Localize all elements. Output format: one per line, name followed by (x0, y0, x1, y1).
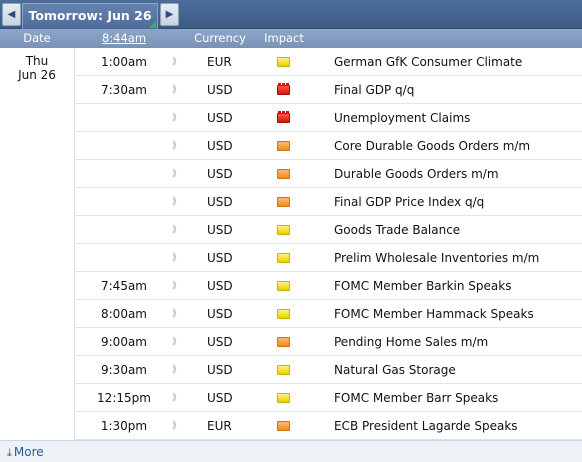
event-currency: USD (207, 307, 233, 321)
event-row[interactable]: ⟫ USD Unemployment Claims (75, 104, 582, 132)
event-title[interactable]: Goods Trade Balance (334, 223, 461, 237)
event-currency: USD (207, 139, 233, 153)
event-row[interactable]: ⟫ USD Durable Goods Orders m/m (75, 160, 582, 188)
event-row[interactable]: 12:15pm ⟫ USD FOMC Member Barr Speaks (75, 384, 582, 412)
yellow-impact-icon (277, 309, 290, 319)
day-tab-label: Tomorrow: Jun 26 (28, 8, 152, 23)
day-tab: Tomorrow: Jun 26 (22, 3, 158, 29)
alarm-icon[interactable]: ⟫ (172, 281, 178, 291)
event-currency: USD (207, 363, 233, 377)
event-currency: USD (207, 391, 233, 405)
alarm-icon[interactable]: ⟫ (172, 85, 178, 95)
event-title[interactable]: FOMC Member Barkin Speaks (334, 279, 512, 293)
current-day-marker-icon (149, 21, 156, 28)
event-row[interactable]: 9:30am ⟫ USD Natural Gas Storage (75, 356, 582, 384)
next-day-button[interactable]: ▶ (160, 3, 179, 26)
alarm-icon[interactable]: ⟫ (172, 113, 178, 123)
alarm-icon[interactable]: ⟫ (172, 337, 178, 347)
red-impact-icon (277, 111, 290, 123)
event-list: 1:00am ⟫ EUR German GfK Consumer Climate 7:3… (75, 48, 582, 440)
alarm-icon[interactable]: ⟫ (172, 393, 178, 403)
event-title[interactable]: Prelim Wholesale Inventories m/m (334, 251, 540, 265)
alarm-icon[interactable]: ⟫ (172, 253, 178, 263)
orange-impact-icon (277, 421, 290, 431)
yellow-impact-icon (277, 365, 290, 375)
event-title[interactable]: Final GDP Price Index q/q (334, 195, 485, 209)
event-currency: EUR (207, 419, 232, 433)
event-time: 7:30am (101, 83, 147, 97)
event-time: 9:00am (101, 335, 147, 349)
download-arrow-icon: ⤓ (7, 446, 12, 459)
event-title[interactable]: Final GDP q/q (334, 83, 415, 97)
event-row[interactable]: ⟫ USD Goods Trade Balance (75, 216, 582, 244)
yellow-impact-icon (277, 281, 290, 291)
event-title[interactable]: FOMC Member Hammack Speaks (334, 307, 534, 321)
yellow-impact-icon (277, 253, 290, 263)
date-day: Jun 26 (18, 68, 56, 82)
alarm-icon[interactable]: ⟫ (172, 169, 178, 179)
calendar-footer: ⤓ More (0, 440, 582, 462)
event-title[interactable]: Unemployment Claims (334, 111, 471, 125)
event-row[interactable]: 7:45am ⟫ USD FOMC Member Barkin Speaks (75, 272, 582, 300)
event-time: 7:45am (101, 279, 147, 293)
orange-impact-icon (277, 337, 290, 347)
alarm-icon[interactable]: ⟫ (172, 309, 178, 319)
alarm-icon[interactable]: ⟫ (172, 197, 178, 207)
event-row[interactable]: ⟫ USD Core Durable Goods Orders m/m (75, 132, 582, 160)
alarm-icon[interactable]: ⟫ (172, 365, 178, 375)
event-row[interactable]: ⟫ USD Prelim Wholesale Inventories m/m (75, 244, 582, 272)
event-row[interactable]: 8:00am ⟫ USD FOMC Member Hammack Speaks (75, 300, 582, 328)
column-time-link[interactable]: 8:44am (101, 31, 147, 45)
event-currency: USD (207, 195, 233, 209)
date-cell: Thu Jun 26 (0, 48, 75, 440)
chevron-left-icon: ◀ (7, 9, 16, 20)
event-time: 1:00am (101, 55, 147, 69)
event-time: 8:00am (101, 307, 147, 321)
event-title[interactable]: German GfK Consumer Climate (334, 55, 523, 69)
event-title[interactable]: Pending Home Sales m/m (334, 335, 489, 349)
yellow-impact-icon (277, 225, 290, 235)
previous-day-button[interactable]: ◀ (2, 3, 21, 26)
more-label: More (13, 445, 44, 459)
column-header: Date 8:44am Currency Impact (0, 29, 582, 48)
event-currency: USD (207, 223, 233, 237)
event-currency: USD (207, 251, 233, 265)
yellow-impact-icon (277, 57, 290, 67)
event-currency: USD (207, 335, 233, 349)
date-weekday: Thu (25, 54, 49, 68)
event-time: 1:30pm (100, 419, 148, 433)
column-date: Date (23, 31, 51, 45)
event-currency: USD (207, 279, 233, 293)
column-impact: Impact (264, 31, 304, 45)
event-title[interactable]: Durable Goods Orders m/m (334, 167, 499, 181)
column-currency: Currency (194, 31, 246, 45)
alarm-icon[interactable]: ⟫ (172, 141, 178, 151)
alarm-icon[interactable]: ⟫ (172, 421, 178, 431)
yellow-impact-icon (277, 393, 290, 403)
event-currency: EUR (207, 55, 232, 69)
alarm-icon[interactable]: ⟫ (172, 57, 178, 67)
more-link[interactable]: ⤓ More (7, 444, 44, 461)
event-currency: USD (207, 83, 233, 97)
orange-impact-icon (277, 197, 290, 207)
event-time: 9:30am (101, 363, 147, 377)
event-currency: USD (207, 111, 233, 125)
event-time: 12:15pm (97, 391, 151, 405)
event-row[interactable]: 1:30pm ⟫ EUR ECB President Lagarde Speaks (75, 412, 582, 440)
chevron-right-icon: ▶ (165, 9, 174, 20)
event-title[interactable]: FOMC Member Barr Speaks (334, 391, 499, 405)
event-row[interactable]: 1:00am ⟫ EUR German GfK Consumer Climate (75, 48, 582, 76)
orange-impact-icon (277, 141, 290, 151)
red-impact-icon (277, 83, 290, 95)
alarm-icon[interactable]: ⟫ (172, 225, 178, 235)
event-title[interactable]: ECB President Lagarde Speaks (334, 419, 518, 433)
orange-impact-icon (277, 169, 290, 179)
event-title[interactable]: Natural Gas Storage (334, 363, 456, 377)
event-row[interactable]: ⟫ USD Final GDP Price Index q/q (75, 188, 582, 216)
event-currency: USD (207, 167, 233, 181)
event-title[interactable]: Core Durable Goods Orders m/m (334, 139, 531, 153)
event-row[interactable]: 9:00am ⟫ USD Pending Home Sales m/m (75, 328, 582, 356)
event-row[interactable]: 7:30am ⟫ USD Final GDP q/q (75, 76, 582, 104)
day-navigation-bar: ◀ Tomorrow: Jun 26 ▶ (0, 0, 582, 29)
